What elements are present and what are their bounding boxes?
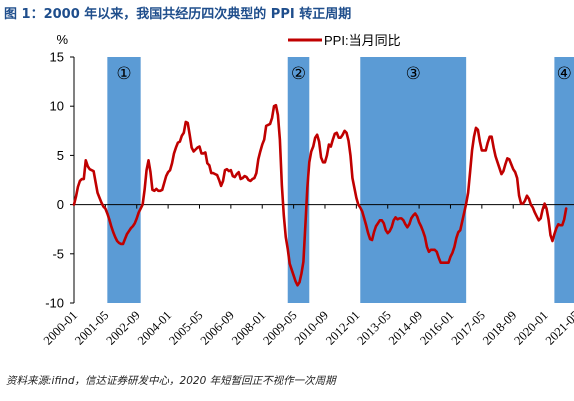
x-tick-label: 2021-05 (543, 308, 574, 347)
x-tick-label: 2005-05 (166, 308, 205, 347)
cycle-label-1: ① (116, 64, 131, 84)
y-tick-label: 15 (50, 50, 64, 65)
x-tick-label: 2010-09 (292, 308, 331, 347)
x-tick-label: 2012-01 (323, 308, 362, 347)
x-tick-label: 2013-05 (354, 308, 393, 347)
x-tick-label: 2014-09 (386, 308, 425, 347)
x-tick-label: 2017-05 (449, 308, 488, 347)
x-tick-label: 2018-09 (480, 308, 519, 347)
y-tick-label: 5 (57, 148, 64, 163)
cycle-band-1 (107, 57, 141, 303)
legend-label: PPI:当月同比 (324, 33, 401, 48)
source-note: 资料来源:ifind，信达证券研发中心，2020 年短暂回正不视作一次周期 (6, 375, 336, 387)
x-tick-label: 2001-05 (72, 308, 111, 347)
legend: PPI:当月同比 (288, 33, 401, 48)
series-line-1 (72, 103, 568, 287)
axes (70, 56, 574, 304)
x-tick-label: 2020-01 (511, 308, 550, 347)
cycle-band-3 (360, 57, 467, 303)
y-tick-label: 10 (50, 99, 64, 114)
series-layer (72, 103, 568, 287)
cycle-label-3: ③ (406, 64, 421, 84)
cycle-shades: ① ② ③ ④ (107, 57, 574, 303)
x-tick-label: 2006-09 (198, 308, 237, 347)
chart-title: 图 1：2000 年以来，我国共经历四次典型的 PPI 转正周期 (4, 7, 352, 22)
x-tick-label: 2000-01 (41, 308, 80, 347)
x-tick-label: 2009-05 (260, 308, 299, 347)
y-tick-label: -5 (52, 246, 64, 261)
x-tick-label: 2016-01 (417, 308, 456, 347)
cycle-label-4: ④ (557, 64, 572, 84)
x-tick-label: 2008-01 (229, 308, 268, 347)
y-tick-label: -10 (45, 296, 64, 311)
y-axis-label: % (56, 32, 68, 47)
x-tick-label: 2004-01 (135, 308, 174, 347)
cycle-label-2: ② (291, 64, 306, 84)
cycle-band-4 (554, 57, 574, 303)
x-tick-label: 2002-09 (104, 308, 143, 347)
y-tick-label: 0 (57, 197, 64, 212)
